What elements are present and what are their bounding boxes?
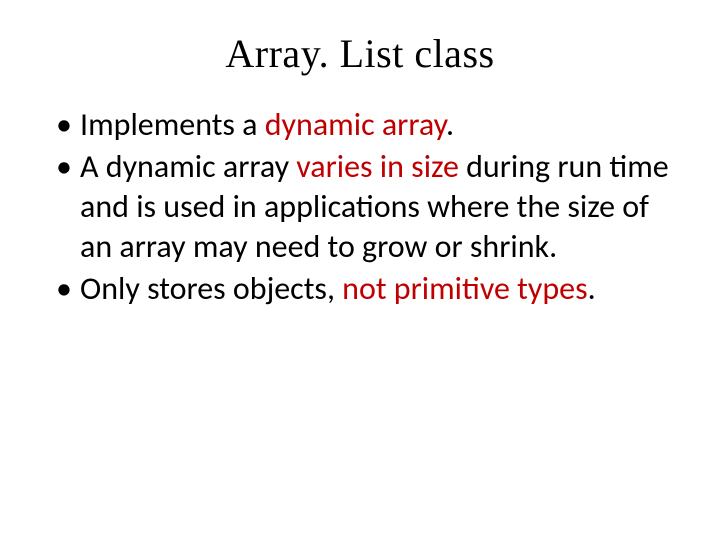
body-text: . [588, 269, 596, 308]
slide: Array. List class Implements a dynamic a… [0, 0, 720, 540]
highlight-text: varies in size [296, 147, 466, 186]
bullet-list: Implements a dynamic array.A dynamic arr… [50, 105, 670, 309]
highlight-text: dynamic array [265, 105, 446, 144]
body-text: A dynamic array [80, 147, 296, 186]
highlight-text: not primitive types [342, 269, 587, 308]
slide-title: Array. List class [50, 30, 670, 77]
bullet-item: A dynamic array varies in size during ru… [50, 147, 670, 267]
body-text: Only stores objects, [80, 269, 342, 308]
bullet-item: Implements a dynamic array. [50, 105, 670, 145]
body-text: Implements a [80, 105, 265, 144]
body-text: . [446, 105, 454, 144]
bullet-item: Only stores objects, not primitive types… [50, 269, 670, 309]
